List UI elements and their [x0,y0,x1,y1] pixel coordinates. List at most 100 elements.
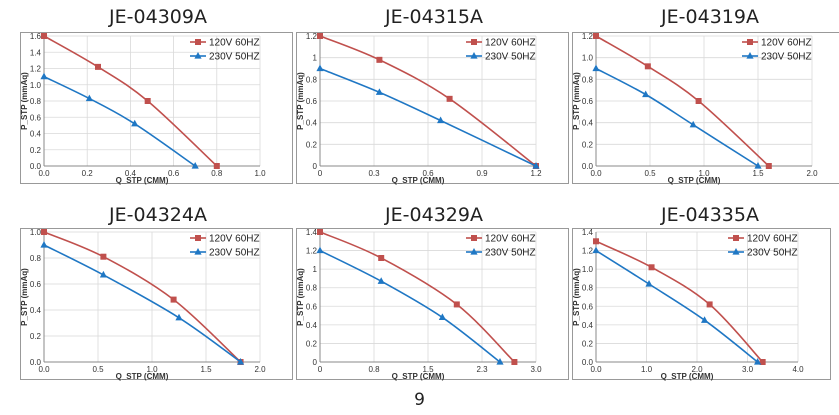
x-tick-label: 0.8 [368,365,380,374]
series-line [43,244,242,363]
y-tick-label: 1.2 [582,247,594,256]
data-point [765,163,772,169]
chart-title: JE-04315A [385,6,483,28]
y-tick-label: 1.2 [582,32,594,41]
y-tick-label: 0.0 [582,162,594,171]
data-point [592,246,600,254]
x-axis-label: Q_STP (CMM) [392,372,445,381]
x-tick-label: 2.0 [254,365,266,374]
x-tick-label: 2.0 [691,365,703,374]
x-tick-label: 0.6 [422,169,434,178]
data-point [85,94,93,102]
data-point [144,98,151,104]
data-point [437,116,445,124]
data-point [700,316,709,323]
x-tick-label: 0.2 [82,169,94,178]
chart-title: JE-04324A [109,204,207,226]
series-line [319,231,515,363]
data-point [131,119,139,127]
y-tick-label: 0.2 [30,332,42,341]
legend-marker [195,39,201,45]
y-tick-label: 1.6 [30,32,42,41]
x-tick-label: 0.3 [368,169,380,178]
y-tick-label: 1.2 [306,32,318,41]
data-point [593,238,599,245]
data-point [689,120,697,128]
chart-1: 0.0 0.2 0.4 0.6 0.8 1.0 0.0 0.2 0.4 0.6 0.8 1.0 1.2 1… [20,32,293,185]
x-tick-label: 0 [318,365,323,374]
data-point [41,229,47,235]
data-point [378,255,385,261]
series-line [595,35,770,167]
y-tick-label: 0.4 [306,321,318,330]
legend-label: 120V 60HZ [761,38,812,49]
y-axis-label: P_STP (mmAq) [572,72,581,130]
x-axis-label: Q_STP (CMM) [668,176,721,185]
x-tick-label: 0.8 [211,169,223,178]
y-tick-label: 1.4 [582,228,594,237]
series-line [319,35,537,167]
chart-frame [296,228,569,380]
x-tick-label: 0.0 [38,169,50,178]
y-tick-label: 0.8 [30,97,42,106]
y-axis-label: P_STP (mmAq) [572,268,581,326]
legend-marker [470,52,478,59]
data-point [648,264,655,271]
y-tick-label: 0.0 [582,358,594,367]
chart-2: 0 0.3 0.6 0.9 1.2 0 0.2 0.4 0.6 0.8 1 1.2 Q_STP (CMM… [296,32,569,185]
y-axis-label: P_STP (mmAq) [20,72,29,130]
data-point [40,72,48,80]
data-point [377,277,385,284]
chart-title: JE-04335A [661,204,759,226]
data-point [446,95,453,102]
chart-3: 0.0 0.5 1.0 1.5 2.0 0.0 0.2 0.4 0.6 0.8 1.0 1.2 Q_ST… [572,32,839,185]
legend-label: 230V 50HZ [761,52,812,63]
x-tick-label: 1.5 [200,365,212,374]
chart-6: 0.0 1.0 2.0 3.0 4.0 0.0 0.2 0.4 0.6 0.8 1.0 1.2 1.4 Q… [572,228,831,381]
x-axis-label: Q_STP (CMM) [116,176,169,185]
y-tick-label: 1.2 [30,65,42,74]
data-point [496,358,504,365]
data-point [317,33,323,39]
y-tick-label: 1.0 [30,81,42,90]
y-tick-label: 0.4 [582,321,594,330]
x-tick-label: 3.0 [530,365,542,374]
data-point [593,33,599,39]
y-tick-label: 0.2 [582,140,594,149]
legend-label: 120V 60HZ [747,234,798,245]
y-tick-label: 1.0 [582,54,594,63]
legend-label: 230V 50HZ [747,248,798,259]
series-line [595,249,759,363]
legend-marker [194,52,202,59]
legend-label: 230V 50HZ [209,52,260,63]
x-axis-label: Q_STP (CMM) [116,372,169,381]
y-tick-label: 0.0 [30,162,42,171]
y-tick-label: 0.2 [306,339,318,348]
data-point [95,63,101,70]
y-tick-label: 0.2 [30,146,42,155]
series-line [43,75,196,167]
chart-5: 0 0.8 1.5 2.3 3.0 0 0.2 0.4 0.6 0.8 1 1.2 1.4 Q_STP (… [296,228,569,381]
legend-label: 230V 50HZ [485,52,536,63]
y-tick-label: 0.2 [582,339,594,348]
y-axis-label: P_STP (mmAq) [20,268,29,326]
y-tick-label: 0.8 [306,75,318,84]
data-point [754,162,762,169]
y-tick-label: 1.4 [306,228,318,237]
y-tick-label: 1.0 [30,228,42,237]
data-point [759,359,766,365]
x-tick-label: 1.0 [254,169,266,178]
y-tick-label: 0.8 [306,284,318,293]
y-tick-label: 0.8 [30,254,42,263]
y-tick-label: 0 [313,162,318,171]
x-tick-label: 1.0 [641,365,653,374]
y-tick-label: 1 [313,54,318,63]
legend-label: 120V 60HZ [485,38,536,49]
chart-title: JE-04309A [109,6,207,28]
legend-label: 230V 50HZ [209,248,260,259]
x-tick-label: 1.0 [146,365,158,374]
legend-marker [733,235,739,241]
data-point [100,253,107,260]
data-point [41,33,47,39]
page-number: 9 [414,390,425,410]
